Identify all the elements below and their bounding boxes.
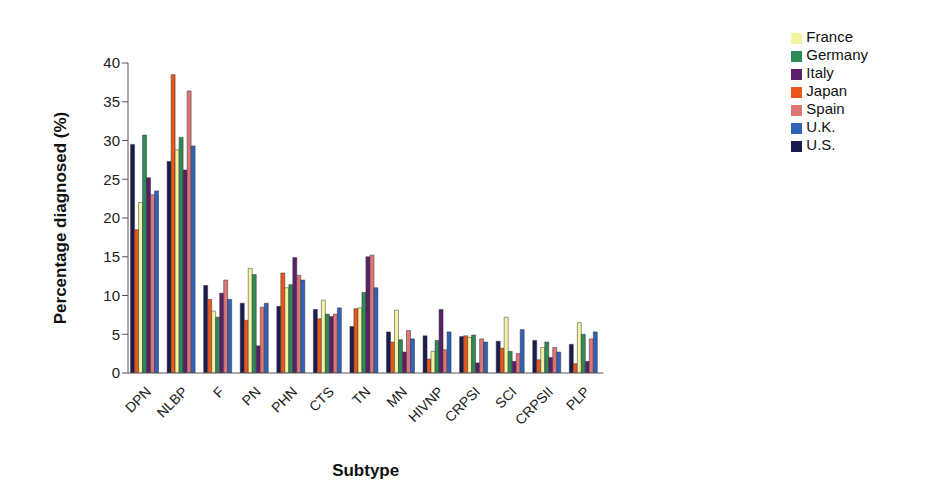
svg-text:DPN: DPN — [122, 383, 154, 415]
svg-text:HIVNP: HIVNP — [405, 383, 447, 425]
svg-text:MN: MN — [383, 383, 410, 410]
svg-text:30: 30 — [103, 132, 120, 149]
html-text:France: France — [806, 28, 853, 45]
svg-text:TN: TN — [349, 383, 374, 408]
html-text:Japan: Japan — [806, 82, 848, 99]
svg-text:35: 35 — [103, 93, 120, 110]
html-text:Italy: Italy — [806, 64, 834, 81]
svg-text:25: 25 — [103, 171, 120, 188]
svg-text:15: 15 — [103, 248, 120, 265]
html-text:U.K.: U.K. — [806, 118, 836, 135]
svg-text:PN: PN — [239, 383, 264, 408]
svg-text:CTS: CTS — [306, 383, 337, 414]
svg-text:F: F — [210, 383, 227, 400]
svg-text:CRPSI: CRPSI — [442, 383, 484, 425]
html-text:Spain: Spain — [806, 100, 845, 117]
svg-text:0: 0 — [112, 364, 120, 381]
svg-text:Percentage diagnosed (%): Percentage diagnosed (%) — [51, 112, 70, 325]
svg-text:20: 20 — [103, 209, 120, 226]
svg-text:Subtype: Subtype — [332, 461, 399, 480]
svg-text:CRPSII: CRPSII — [512, 383, 556, 427]
svg-text:5: 5 — [112, 326, 120, 343]
html-text:Germany: Germany — [806, 46, 868, 63]
svg-text:PHN: PHN — [268, 383, 300, 415]
svg-text:10: 10 — [103, 287, 120, 304]
svg-text:NLBP: NLBP — [153, 383, 190, 420]
html-text:U.S.: U.S. — [806, 136, 836, 153]
svg-text:PLP: PLP — [563, 383, 593, 413]
svg-text:SCI: SCI — [492, 383, 520, 411]
svg-text:40: 40 — [103, 54, 120, 71]
